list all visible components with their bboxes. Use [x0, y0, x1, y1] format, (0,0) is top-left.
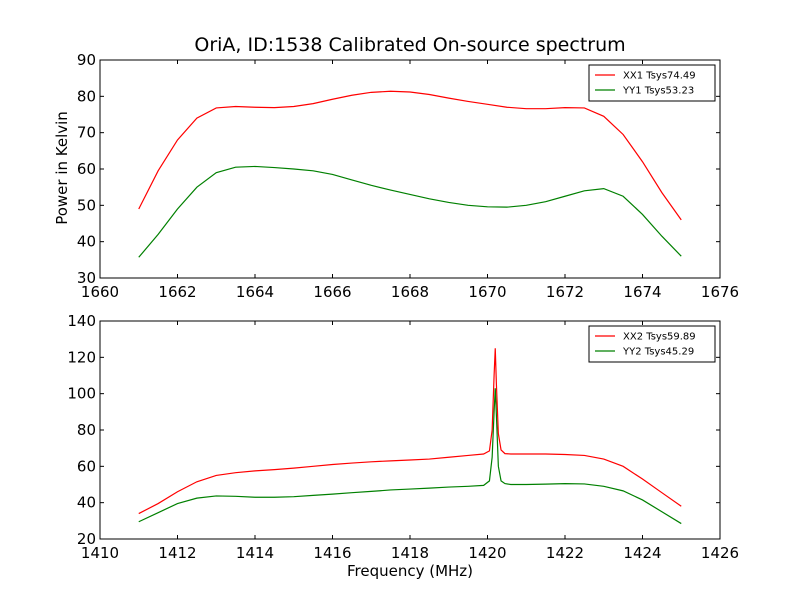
bottom-x-tick-label: 1420: [468, 544, 506, 562]
top-x-tick-label: 1668: [391, 283, 429, 301]
top-panel: 1660 1662 1664 1666 1668 1670 1672 1674 1676 30 40…: [77, 51, 739, 301]
bottom-y-tick-label: 60: [77, 457, 96, 475]
bottom-legend-label-1: XX2 Tsys59.89: [623, 332, 696, 343]
top-series-line-2: [138, 165, 682, 258]
bottom-series-line-1: [138, 348, 682, 515]
top-y-axis-label: Power in Kelvin: [53, 111, 71, 225]
bottom-x-tick-label: 1422: [546, 544, 584, 562]
bottom-x-tick-label: 1412: [158, 544, 196, 562]
top-series-line-1: [138, 90, 682, 221]
top-legend-box: [588, 64, 716, 102]
top-y-tick-label: 60: [77, 160, 96, 178]
top-y-tick-label: 80: [77, 87, 96, 105]
bottom-x-tick-label: 1418: [391, 544, 429, 562]
bottom-y-tick-label: 120: [67, 348, 96, 366]
bottom-x-tick-label: 1424: [623, 544, 661, 562]
bottom-y-tick-label: 140: [67, 312, 96, 330]
top-y-tick-label: 50: [77, 196, 96, 214]
chart-title: OriA, ID:1538 Calibrated On-source spect…: [194, 34, 626, 56]
bottom-x-tick-label: 1410: [81, 544, 119, 562]
top-x-tick-label: 1660: [81, 283, 119, 301]
top-x-tick-label: 1676: [701, 283, 739, 301]
bottom-x-axis-label: Frequency (MHz): [346, 562, 474, 580]
bottom-x-tick-label: 1416: [313, 544, 351, 562]
top-y-tick-label: 40: [77, 233, 96, 251]
top-x-tick-label: 1674: [623, 283, 661, 301]
bottom-x-tick-label: 1426: [701, 544, 739, 562]
bottom-y-tick-label: 80: [77, 421, 96, 439]
top-y-tick-label: 70: [77, 124, 96, 142]
bottom-legend: XX2 Tsys59.89 YY2 Tsys45.29: [588, 325, 716, 363]
bottom-series-line-2: [138, 388, 682, 525]
bottom-panel: 1410 1412 1414 1416 1418 1420 1422 1424 1426 20 40…: [67, 312, 739, 562]
bottom-y-tick-label: 20: [77, 530, 96, 548]
bottom-legend-box: [588, 325, 716, 363]
bottom-x-tick-label: 1414: [236, 544, 274, 562]
top-x-tick-label: 1672: [546, 283, 584, 301]
bottom-y-tick-label: 100: [67, 385, 96, 403]
top-y-tick-label: 90: [77, 51, 96, 69]
top-x-tick-label: 1666: [313, 283, 351, 301]
top-x-tick-label: 1664: [236, 283, 274, 301]
top-legend-label-1: XX1 Tsys74.49: [623, 71, 696, 82]
bottom-legend-label-2: YY2 Tsys45.29: [622, 347, 694, 358]
top-legend-label-2: YY1 Tsys53.23: [622, 86, 694, 97]
top-x-tick-label: 1662: [158, 283, 196, 301]
top-y-tick-label: 30: [77, 269, 96, 287]
top-x-tick-label: 1670: [468, 283, 506, 301]
bottom-y-tick-label: 40: [77, 494, 96, 512]
top-legend: XX1 Tsys74.49 YY1 Tsys53.23: [588, 64, 716, 102]
